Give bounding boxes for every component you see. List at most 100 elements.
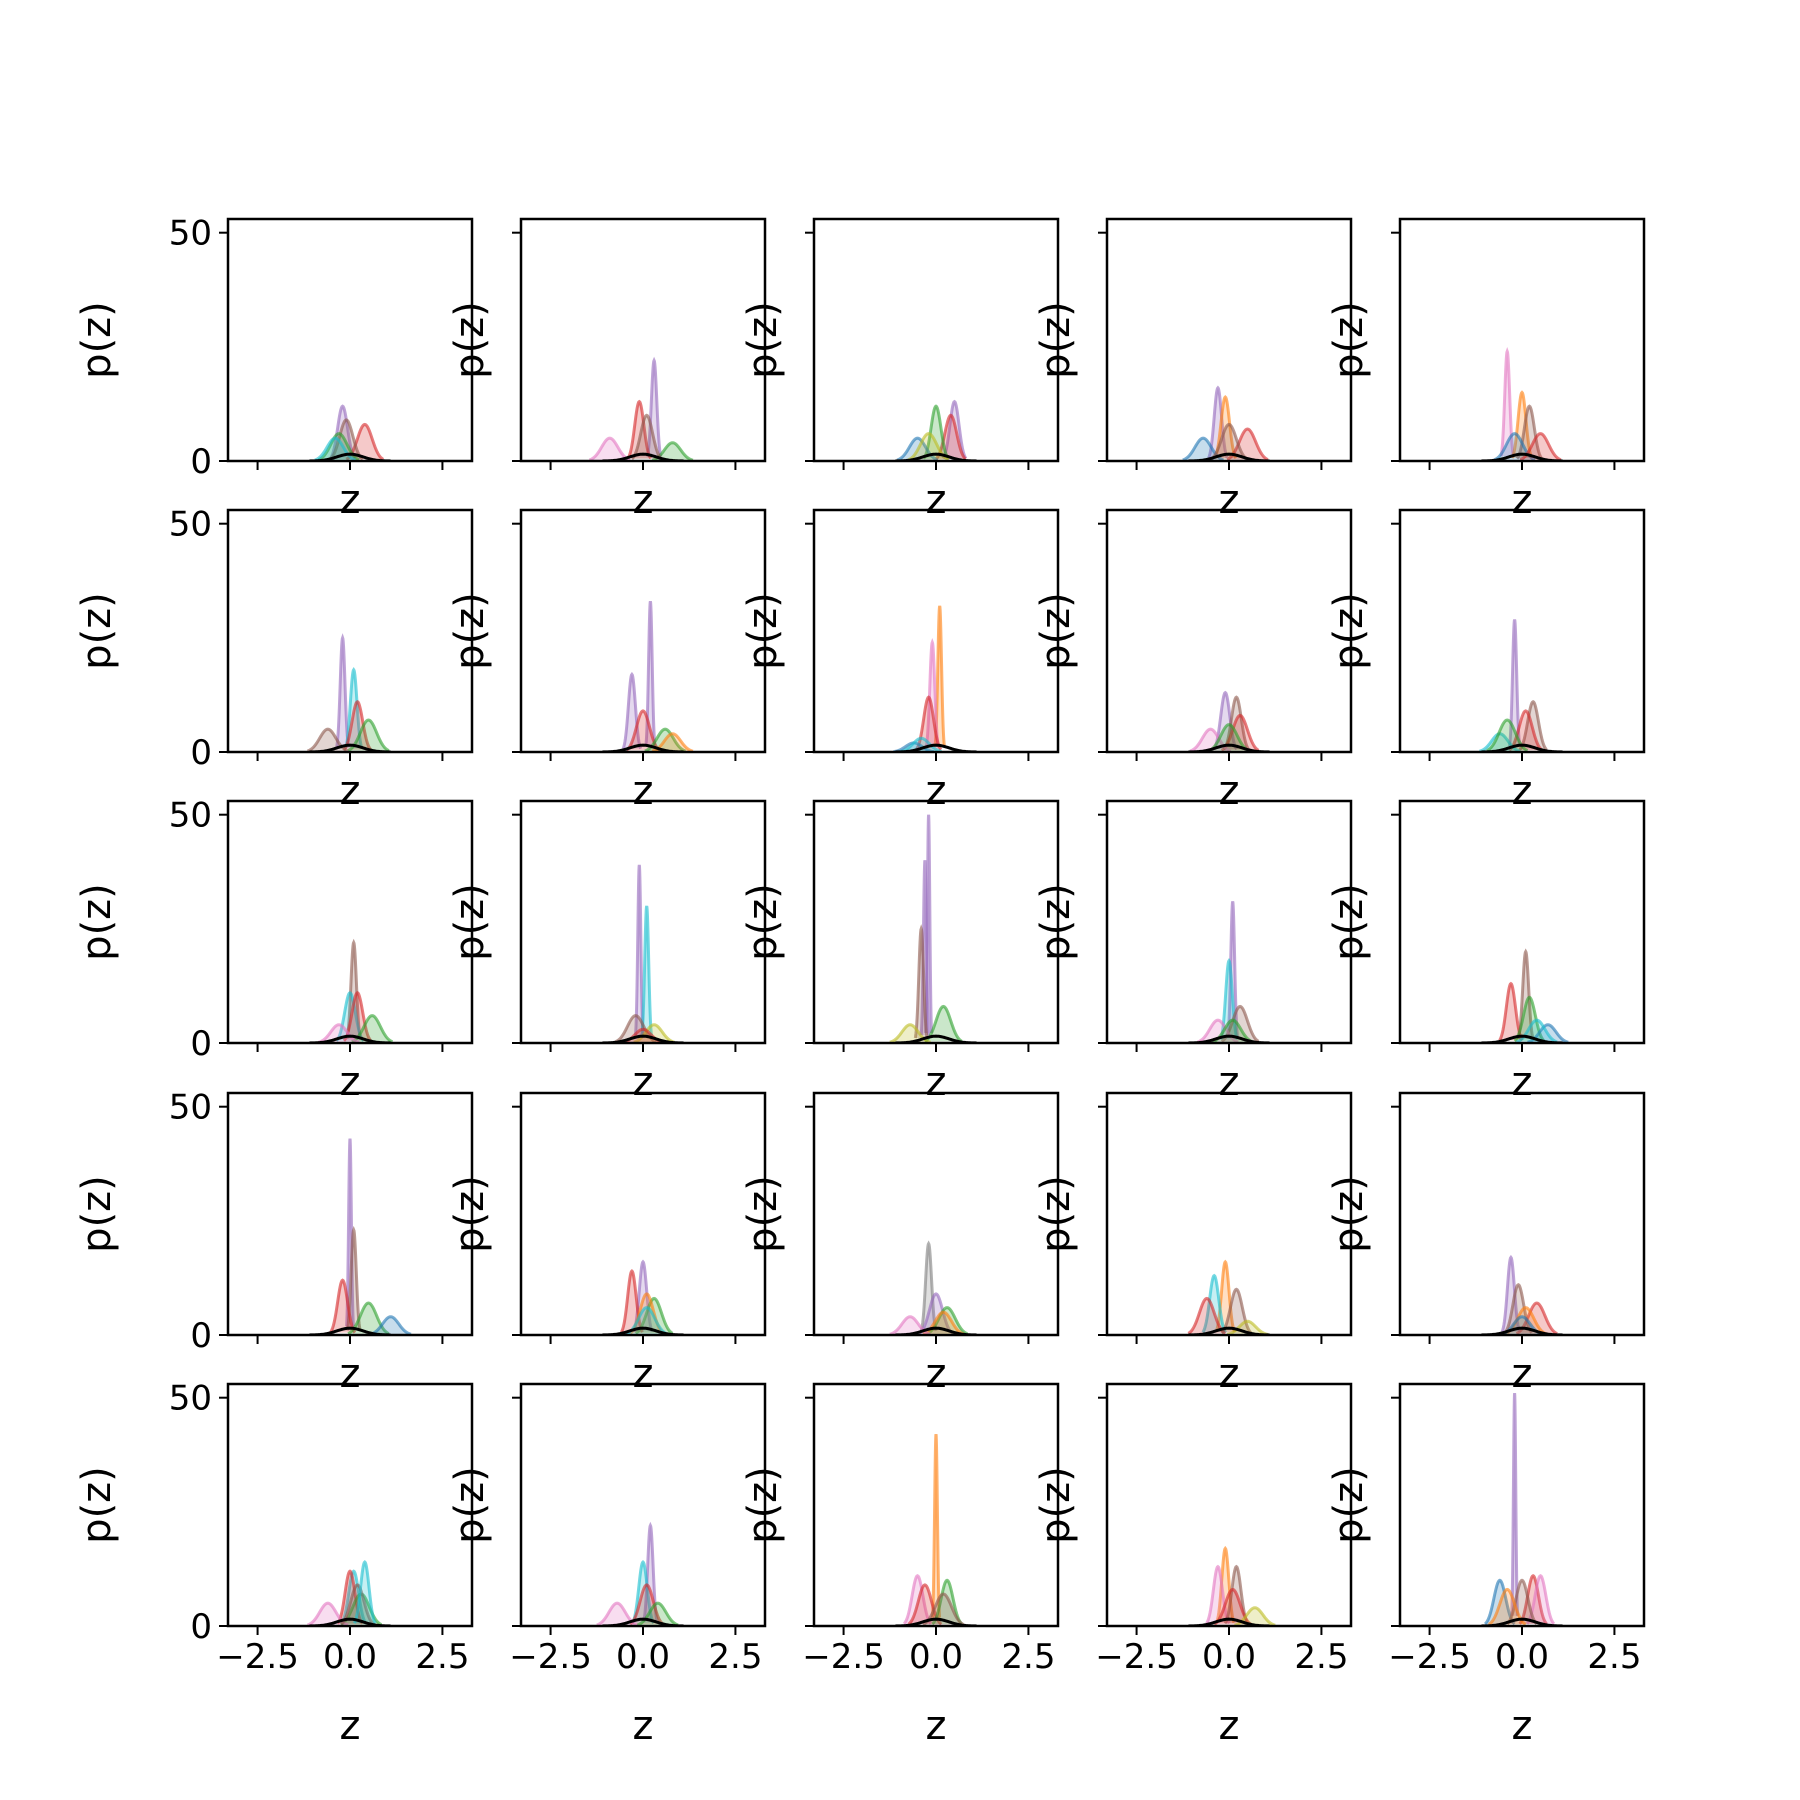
subplot-2-1: 0 50 z p(z) (74, 505, 474, 814)
plot-area (1182, 385, 1270, 461)
series-line (645, 356, 663, 457)
x-axis-label: z (1219, 1351, 1240, 1397)
subplot-3-1: 0 50 z p(z) (74, 796, 474, 1105)
plot-area (602, 864, 684, 1043)
plot-area (1481, 1393, 1563, 1626)
series-line (1226, 901, 1239, 1037)
series-line (1508, 619, 1522, 747)
series-line (924, 1004, 963, 1043)
series-line (369, 1315, 412, 1335)
series-line (1487, 1587, 1527, 1626)
x-axis-label: z (926, 1703, 947, 1749)
x-tick-label: 0.0 (909, 1637, 963, 1677)
plot-area (1187, 1259, 1270, 1335)
y-tick-label: 0 (190, 1316, 212, 1356)
subplot-4-2: z p(z) (447, 1091, 767, 1397)
x-axis-label: z (340, 477, 361, 523)
series-line (318, 1023, 360, 1043)
x-axis-label: z (1512, 1059, 1533, 1105)
y-axis-label: p(z) (1326, 1466, 1372, 1544)
x-tick-label: 0.0 (1495, 1637, 1549, 1677)
plot-area (596, 1521, 684, 1626)
x-axis-label: z (1512, 1351, 1533, 1397)
plot-area (1188, 690, 1270, 752)
y-axis-label: p(z) (74, 1175, 120, 1253)
x-axis-label: z (340, 1703, 361, 1749)
plot-area (588, 356, 694, 461)
plot-area (306, 633, 391, 752)
y-axis-label: p(z) (74, 883, 120, 961)
plot-area (895, 399, 977, 461)
subplot-5-3: −2.5 0.0 2.5 z p(z) (740, 1382, 1060, 1749)
x-axis-label: z (340, 1351, 361, 1397)
subplot-1-5: z p(z) (1326, 217, 1646, 523)
series-line (1226, 427, 1269, 461)
series-line (640, 905, 654, 1038)
plot-area (1188, 901, 1270, 1043)
plot-area (1479, 619, 1563, 752)
y-tick-label: 50 (169, 1379, 212, 1419)
x-tick-label: −2.5 (509, 1637, 592, 1677)
y-axis-label: p(z) (740, 301, 786, 379)
series-line (644, 601, 657, 746)
y-axis-label: p(z) (447, 1466, 493, 1544)
x-axis-label: z (926, 477, 947, 523)
x-axis-label: z (1219, 1703, 1240, 1749)
x-axis-label: z (633, 1351, 654, 1397)
x-tick-label: 0.0 (323, 1637, 377, 1677)
x-tick-label: 2.5 (1294, 1637, 1348, 1677)
subplot-5-4: −2.5 0.0 2.5 z p(z) (1033, 1382, 1353, 1749)
x-tick-label: −2.5 (1388, 1637, 1471, 1677)
series-line (919, 1240, 938, 1332)
y-tick-label: 0 (190, 1024, 212, 1064)
x-axis-label: z (926, 1351, 947, 1397)
x-tick-label: −2.5 (1095, 1637, 1178, 1677)
series-line (329, 1278, 357, 1334)
series-line (1208, 723, 1250, 752)
subplot-4-4: z p(z) (1033, 1091, 1353, 1397)
plot-area (1481, 948, 1569, 1043)
plot-area (309, 1138, 412, 1335)
y-axis-label: p(z) (740, 1466, 786, 1544)
plot-area (895, 1434, 977, 1626)
series-line (634, 864, 645, 1036)
y-axis-label: p(z) (447, 883, 493, 961)
axes-frame (812, 799, 1060, 1045)
series-line (625, 1306, 668, 1335)
series-line (1220, 713, 1260, 752)
series-line (630, 413, 663, 461)
series-line (1209, 422, 1249, 461)
y-tick-label: 50 (169, 1088, 212, 1128)
y-axis-label: p(z) (1033, 1175, 1079, 1253)
series-line (1201, 1273, 1227, 1334)
subplot-5-2: −2.5 0.0 2.5 z p(z) (447, 1382, 767, 1749)
plot-area (309, 938, 394, 1043)
subplot-3-5: z p(z) (1326, 799, 1646, 1105)
series-line (913, 924, 929, 1039)
x-axis-label: z (633, 477, 654, 523)
subplot-2-5: z p(z) (1326, 508, 1646, 814)
series-line (918, 1292, 954, 1335)
y-axis-label: p(z) (740, 1175, 786, 1253)
plot-area (1188, 1545, 1276, 1626)
series-line (1187, 1296, 1227, 1335)
subplot-grid: 0 50 z p(z) z p(z) z p(z) z p(z) z p(z) 0 50 z p(z) z p(z… (74, 214, 1646, 1749)
subplot-5-1: −2.5 0.0 2.5 0 50 z p(z) (74, 1379, 474, 1749)
y-axis-label: p(z) (1033, 883, 1079, 961)
y-axis-label: p(z) (447, 1175, 493, 1253)
plot-area (889, 1240, 977, 1335)
series-line (922, 404, 950, 460)
y-tick-label: 0 (190, 733, 212, 773)
plot-area (306, 1560, 391, 1626)
x-axis-label: z (1512, 768, 1533, 814)
plot-area (602, 1259, 684, 1335)
subplot-3-2: z p(z) (447, 799, 767, 1105)
x-axis-label: z (926, 768, 947, 814)
subplot-1-2: z p(z) (447, 217, 767, 523)
y-tick-label: 50 (169, 796, 212, 836)
x-tick-label: 0.0 (1202, 1637, 1256, 1677)
series-line (900, 736, 942, 752)
x-axis-label: z (1219, 768, 1240, 814)
x-axis-label: z (1512, 1703, 1533, 1749)
